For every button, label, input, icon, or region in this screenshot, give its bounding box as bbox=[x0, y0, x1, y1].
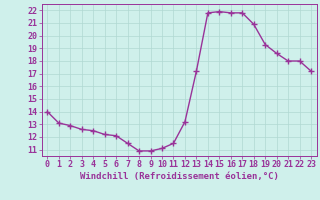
X-axis label: Windchill (Refroidissement éolien,°C): Windchill (Refroidissement éolien,°C) bbox=[80, 172, 279, 181]
